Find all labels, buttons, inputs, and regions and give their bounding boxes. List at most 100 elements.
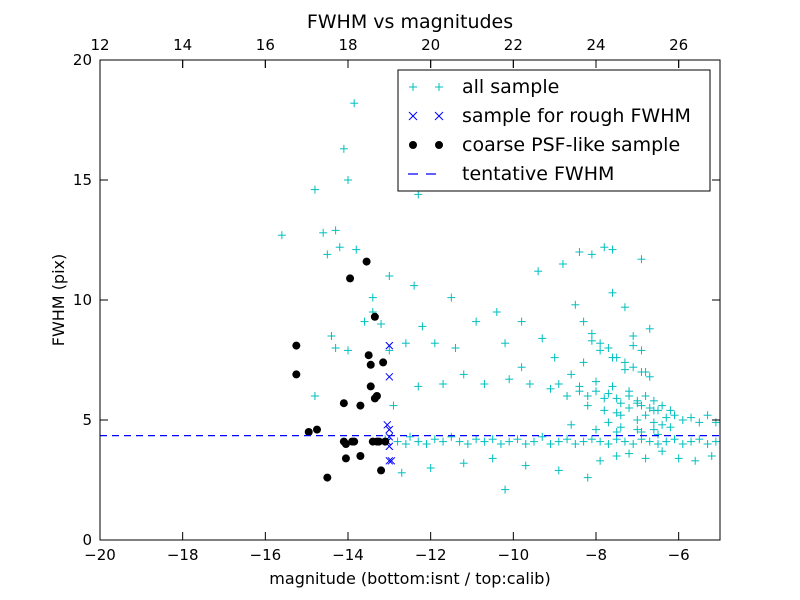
all-sample-point <box>550 353 559 362</box>
all-sample-point <box>389 401 398 410</box>
all-sample-point <box>703 411 712 420</box>
all-sample-point <box>674 454 683 463</box>
legend-entry-tentative: tentative FWHM <box>408 163 614 185</box>
y-tick-label: 5 <box>82 411 92 429</box>
all-sample-point <box>612 353 621 362</box>
all-sample-point <box>352 245 361 254</box>
all-sample-point <box>608 382 617 391</box>
coarse-sample-point <box>377 466 386 475</box>
all-sample-point <box>501 485 510 494</box>
all-sample-point <box>583 473 592 482</box>
legend-entry-coarse: coarse PSF-like sample <box>409 134 680 156</box>
all-sample-point <box>658 420 667 429</box>
legend-entry-all-sample: all sample <box>409 76 559 98</box>
coarse-sample-point <box>370 312 379 321</box>
all-sample-point <box>596 339 605 348</box>
all-sample-point <box>592 387 600 396</box>
all-sample-point <box>488 435 497 444</box>
top-tick-label: 16 <box>256 36 275 54</box>
rough-sample-point <box>385 425 394 434</box>
all-sample-point <box>596 437 605 446</box>
all-sample-point <box>592 377 600 386</box>
all-sample-point <box>633 425 642 434</box>
coarse-sample-point <box>375 437 383 446</box>
all-sample-point <box>678 440 687 448</box>
all-sample-point <box>629 332 638 340</box>
all-sample-point <box>633 416 642 424</box>
all-sample-point <box>339 144 348 153</box>
legend-entry-rough: sample for rough FWHM <box>408 105 691 127</box>
all-sample-point <box>571 440 580 448</box>
all-sample-point <box>513 435 522 444</box>
x-axis-bottom: −20 −18 −16 −14 −12 −10 −8 −6 <box>84 60 690 564</box>
all-sample-point <box>488 454 497 463</box>
top-tick-label: 20 <box>421 36 440 54</box>
all-sample-point <box>554 466 563 475</box>
all-sample-point <box>641 411 650 420</box>
all-sample-point <box>654 430 662 439</box>
legend-label-rough: sample for rough FWHM <box>462 105 691 127</box>
legend-label-all-sample: all sample <box>462 76 559 98</box>
all-sample-point <box>310 185 319 194</box>
legend-marker-dot <box>435 141 443 149</box>
x-tick-label: −10 <box>498 546 530 564</box>
all-sample-point <box>658 401 667 410</box>
all-sample-point <box>600 394 609 403</box>
all-sample-point <box>563 435 572 444</box>
y-tick-label: 15 <box>73 171 92 189</box>
all-sample-point <box>612 428 621 436</box>
all-sample-point <box>670 411 679 420</box>
all-sample-point <box>691 456 700 465</box>
top-tick-label: 22 <box>504 36 523 54</box>
all-sample-point <box>662 437 671 446</box>
all-sample-point <box>505 437 514 446</box>
all-sample-point <box>472 435 481 444</box>
legend-label-tentative: tentative FWHM <box>462 163 614 185</box>
all-sample-point <box>616 411 625 420</box>
all-sample-point <box>546 384 555 393</box>
all-sample-point <box>600 243 609 252</box>
all-sample-point <box>711 437 720 446</box>
coarse-sample-point <box>339 437 348 446</box>
all-sample-point <box>687 437 696 446</box>
top-tick-label: 24 <box>586 36 605 54</box>
all-sample-point <box>327 332 336 340</box>
all-sample-point <box>505 375 514 384</box>
all-sample-point <box>430 435 439 444</box>
coarse-sample-point <box>362 257 371 266</box>
all-sample-point <box>335 243 344 252</box>
all-sample-point <box>620 437 629 446</box>
coarse-sample-points <box>292 257 390 482</box>
top-tick-label: 14 <box>173 36 192 54</box>
all-sample-point <box>645 437 654 446</box>
all-sample-point <box>649 406 658 415</box>
all-sample-point <box>707 452 716 460</box>
all-sample-point <box>430 339 439 348</box>
legend-box <box>397 69 711 192</box>
all-sample-point <box>554 380 563 388</box>
all-sample-point <box>439 437 448 446</box>
all-sample-point <box>637 428 646 436</box>
y-tick-label: 0 <box>82 531 92 549</box>
all-sample-point <box>525 380 534 388</box>
all-sample-point <box>492 308 501 316</box>
all-sample-point <box>625 387 634 396</box>
legend-marker-dot <box>409 141 417 149</box>
all-sample-point <box>600 406 609 415</box>
coarse-sample-point <box>313 425 321 434</box>
all-sample-point <box>645 372 654 381</box>
all-sample-point <box>575 248 584 256</box>
x-tick-label: −8 <box>585 546 607 564</box>
x-tick-label: −16 <box>250 546 282 564</box>
all-sample-point <box>517 317 526 326</box>
legend-marker-x <box>408 111 444 121</box>
all-sample-point <box>410 281 419 290</box>
all-sample-point <box>662 413 671 422</box>
all-sample-point <box>521 461 530 470</box>
all-sample-point <box>645 324 654 333</box>
all-sample-point <box>455 437 464 446</box>
y-tick-label: 10 <box>73 291 92 309</box>
all-sample-point <box>451 344 460 352</box>
all-sample-point <box>397 468 406 477</box>
all-sample-point <box>385 346 394 355</box>
